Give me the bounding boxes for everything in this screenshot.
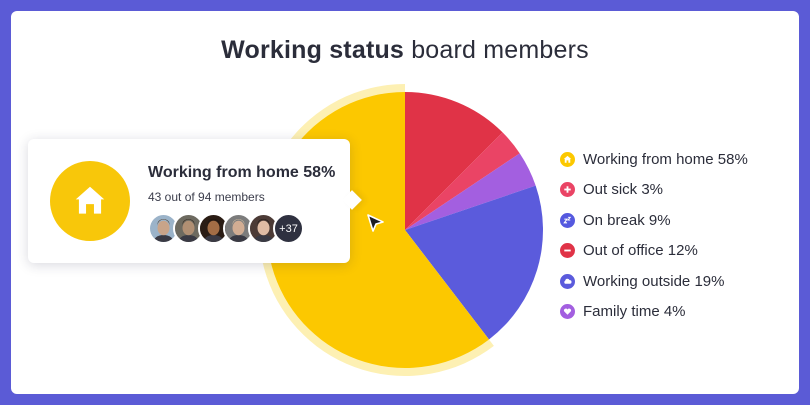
chart-title: Working status board members	[0, 36, 810, 65]
legend-label: Family time 4%	[583, 303, 686, 321]
plus-icon	[560, 182, 575, 198]
chart-title-bold: Working status	[221, 36, 405, 64]
legend-item[interactable]: Working outside 19%	[560, 266, 748, 297]
avatar-group: +37	[148, 213, 304, 244]
zzz-icon	[560, 212, 575, 228]
pie-slice-out-sick[interactable]	[405, 132, 520, 230]
tooltip-title: Working from home 58%	[148, 164, 336, 181]
legend-item[interactable]: Out of office 12%	[560, 236, 748, 267]
pie-slice-out-of-office[interactable]	[405, 92, 503, 230]
chart-title-rest: board members	[404, 36, 589, 64]
tooltip-subtitle: 43 out of 94 members	[148, 190, 265, 204]
legend-label: Working outside 19%	[583, 272, 725, 290]
legend-item[interactable]: Out sick 3%	[560, 175, 748, 206]
tooltip-card: Working from home 58% 43 out of 94 membe…	[28, 139, 350, 263]
minus-icon	[560, 243, 575, 259]
pie-slice-family-time[interactable]	[405, 153, 536, 230]
member-avatar-1	[148, 213, 179, 244]
legend-label: On break 9%	[583, 211, 671, 229]
home-icon	[560, 151, 575, 167]
pie-slice-working-outside[interactable]	[405, 185, 543, 340]
more-members-badge[interactable]: +37	[273, 213, 304, 244]
legend-label: Out sick 3%	[583, 181, 664, 199]
legend-item[interactable]: Working from home 58%	[560, 144, 748, 175]
home-icon	[50, 161, 130, 241]
legend-label: Working from home 58%	[583, 150, 748, 168]
legend-item[interactable]: On break 9%	[560, 205, 748, 236]
cursor-arrow-icon	[366, 213, 386, 240]
heart-icon	[560, 304, 575, 320]
cloud-icon	[560, 273, 575, 289]
legend-label: Out of office 12%	[583, 242, 698, 260]
legend-item[interactable]: Family time 4%	[560, 297, 748, 328]
legend: Working from home 58% Out sick 3% On break…	[560, 144, 748, 327]
